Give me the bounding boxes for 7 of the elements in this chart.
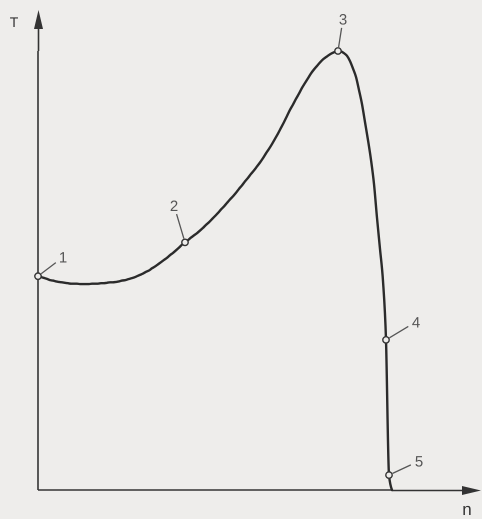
annotation: 1 [58, 250, 68, 267]
text: 3 [338, 12, 348, 28]
x-axis-title: n [462, 500, 472, 519]
annotation: 2 [170, 198, 178, 215]
y-axis-title: T [10, 14, 19, 30]
text: 4 [412, 314, 420, 332]
text: 5 [414, 454, 424, 471]
